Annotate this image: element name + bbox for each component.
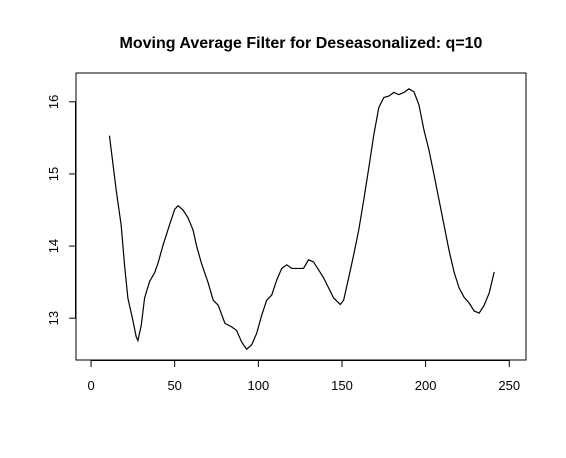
y-tick-label: 15 — [46, 167, 61, 181]
plot-box — [75, 72, 527, 361]
y-tick-label: 13 — [46, 311, 61, 325]
x-tick-label: 250 — [498, 378, 520, 393]
chart-title: Moving Average Filter for Deseasonalized… — [120, 35, 483, 52]
x-tick-label: 200 — [415, 378, 437, 393]
y-tick-label: 14 — [46, 239, 61, 253]
x-tick-label: 100 — [247, 378, 269, 393]
x-tick-label: 150 — [331, 378, 353, 393]
x-tick-label: 0 — [87, 378, 94, 393]
y-tick-label: 16 — [46, 95, 61, 109]
x-tick-label: 50 — [167, 378, 181, 393]
data-line — [108, 88, 495, 351]
